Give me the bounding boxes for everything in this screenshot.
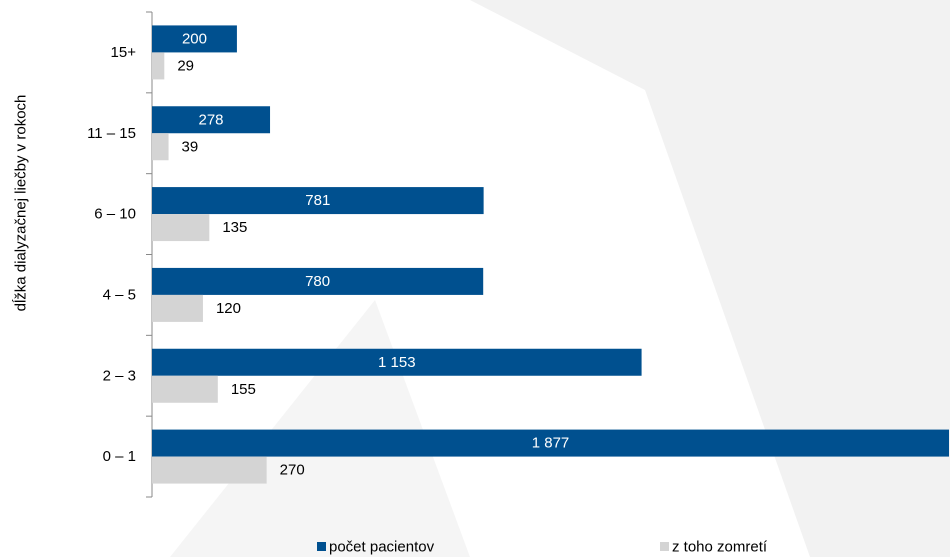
bar-deceased (152, 52, 165, 80)
category-label: 4 – 5 (103, 286, 136, 303)
y-axis-title: dĺžka dialyzačnej liečby v rokoch (12, 95, 30, 312)
data-label-deceased: 270 (280, 462, 305, 479)
data-label-patients: 200 (182, 30, 207, 47)
data-label-deceased: 120 (216, 300, 241, 317)
data-label-deceased: 29 (177, 57, 194, 74)
data-label-patients: 780 (305, 273, 330, 290)
bar-deceased (152, 294, 203, 322)
data-label-deceased: 155 (231, 381, 256, 398)
bar-patients (152, 106, 271, 134)
legend-swatch (660, 542, 669, 551)
data-label-deceased: 39 (182, 138, 199, 155)
category-label: 15+ (111, 44, 137, 61)
data-label-patients: 1 877 (532, 435, 570, 452)
bar-deceased (152, 375, 218, 403)
bar-patients (152, 429, 949, 457)
bar-patients (152, 187, 484, 215)
category-label: 6 – 10 (94, 206, 136, 223)
data-label-patients: 278 (199, 111, 224, 128)
category-label: 0 – 1 (103, 448, 136, 465)
bars-group (152, 25, 949, 484)
bar-deceased (152, 133, 169, 161)
bar-deceased (152, 214, 210, 242)
category-label: 11 – 15 (87, 125, 136, 142)
bar-deceased (152, 456, 267, 484)
data-label-patients: 781 (305, 192, 330, 209)
data-label-deceased: 135 (222, 219, 247, 236)
legend-label: počet pacientov (329, 539, 435, 556)
y-axis (146, 11, 153, 498)
legend: počet pacientov z toho zomretí (317, 539, 768, 556)
legend-label: z toho zomretí (672, 539, 768, 556)
category-label: 2 – 3 (103, 367, 136, 384)
legend-swatch (317, 542, 326, 551)
bar-patients (152, 348, 642, 376)
bar-patients (152, 25, 237, 53)
bar-patients (152, 267, 484, 295)
data-label-patients: 1 153 (378, 354, 416, 371)
